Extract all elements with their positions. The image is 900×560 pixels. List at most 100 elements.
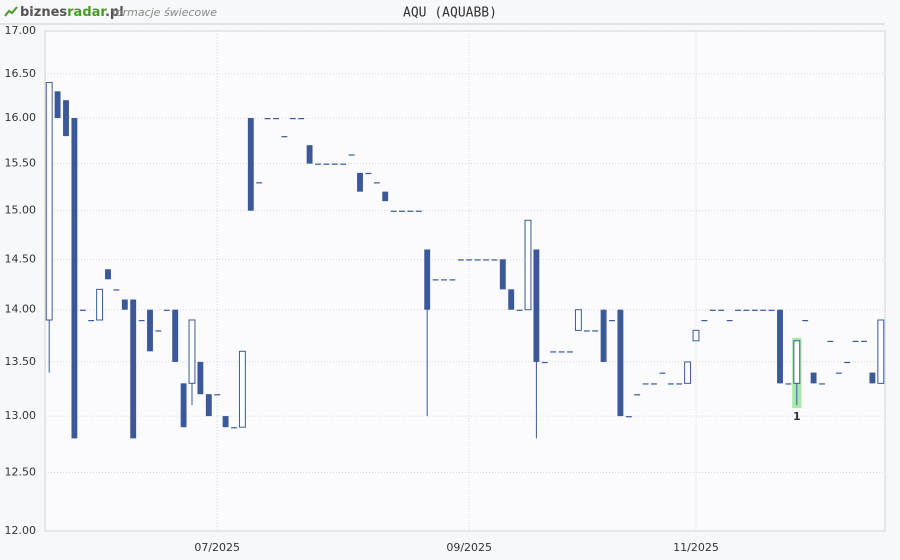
candle-body (827, 340, 834, 343)
candle-body (121, 299, 128, 310)
candle-body (172, 309, 179, 362)
candle-body (877, 319, 885, 384)
candle-body (651, 383, 657, 385)
candle-body (743, 309, 750, 311)
annotation: 1 (793, 410, 801, 423)
candle-body (659, 372, 666, 374)
candle-body (751, 309, 758, 311)
logo[interactable]: biznesradar.pl (20, 5, 124, 20)
candle-body (390, 210, 397, 212)
y-tick-label: 13.50 (5, 355, 37, 368)
candle-body (768, 309, 775, 311)
candle-body (642, 383, 649, 385)
candle-body (441, 279, 447, 281)
candle-body (45, 82, 53, 321)
x-tick-label: 09/2025 (446, 541, 492, 554)
candle-body (105, 269, 111, 280)
candle-body (63, 100, 69, 137)
candle-body (869, 372, 876, 384)
candle-body (634, 394, 641, 396)
candle-body (718, 309, 725, 311)
candle-body (499, 259, 506, 290)
candle-body (709, 309, 716, 311)
candle-body (684, 361, 692, 384)
candle-body (155, 330, 162, 332)
candle-body (432, 279, 439, 281)
candle-body (273, 118, 279, 120)
candle-body (54, 91, 61, 119)
candle-body (760, 309, 767, 311)
candle-body (180, 383, 187, 428)
candle-body (163, 309, 170, 311)
plot-area (44, 30, 886, 532)
candle-body (701, 320, 708, 322)
candle-body (88, 320, 95, 322)
candle-body (399, 210, 405, 212)
candle-body (222, 416, 229, 428)
candle-body (315, 163, 321, 165)
candle-body (802, 320, 809, 322)
candle-body (407, 210, 414, 212)
candle-body (777, 309, 783, 384)
candle-body (238, 350, 246, 428)
candle-body (541, 361, 548, 364)
candle-body (138, 320, 145, 322)
candle-body (474, 259, 481, 261)
y-tick-label: 16.00 (5, 111, 37, 124)
candle-body (214, 394, 221, 396)
logo-part: biznes (20, 5, 67, 20)
candle-body (188, 319, 196, 384)
candle-body (583, 330, 590, 332)
candle-body (735, 309, 741, 311)
chart-title: AQU (AQUABB) (403, 6, 497, 21)
candle-body (667, 383, 674, 385)
candle-body (340, 163, 347, 165)
y-tick-label: 15.50 (5, 157, 37, 170)
candle-body (147, 309, 153, 352)
candle-body (424, 249, 431, 310)
candle-body (844, 361, 851, 364)
candle-body (357, 172, 363, 192)
candle-body (382, 191, 389, 202)
candle-body (256, 182, 263, 184)
candle-body (574, 309, 582, 331)
candle-body (483, 259, 489, 261)
candle-body (785, 383, 792, 385)
candle-body (289, 118, 296, 120)
candle-body (415, 210, 422, 212)
candle-body (491, 259, 498, 261)
candle-body (550, 351, 557, 353)
candle-body (726, 320, 733, 322)
candle-body (365, 172, 372, 175)
logo-part: radar (67, 5, 107, 20)
candle-body (852, 340, 859, 343)
x-tick-label: 07/2025 (194, 541, 240, 554)
candle-body (600, 309, 607, 362)
candle-body (323, 163, 330, 165)
candle-body (348, 154, 355, 156)
candle-body (130, 299, 137, 439)
candle-body (835, 372, 842, 374)
candle-body (508, 289, 515, 310)
candle-body (592, 330, 599, 332)
y-tick-label: 16.50 (5, 67, 37, 80)
candle-body (819, 383, 825, 385)
y-tick-label: 17.00 (5, 24, 37, 37)
candle-body (516, 309, 523, 311)
candle-body (676, 383, 683, 385)
candle-body (247, 118, 254, 211)
y-tick-label: 12.00 (5, 524, 37, 537)
logo-part: .pl (105, 5, 124, 20)
candle-body (298, 118, 305, 120)
candle-body (793, 340, 801, 384)
candle-body (231, 427, 237, 429)
candle-body (331, 163, 338, 165)
candle-body (609, 320, 615, 322)
candle-body (281, 136, 288, 138)
candle-body (466, 259, 473, 261)
y-tick-label: 12.50 (5, 465, 37, 478)
candle-body (71, 118, 78, 439)
candle-body (625, 416, 632, 418)
